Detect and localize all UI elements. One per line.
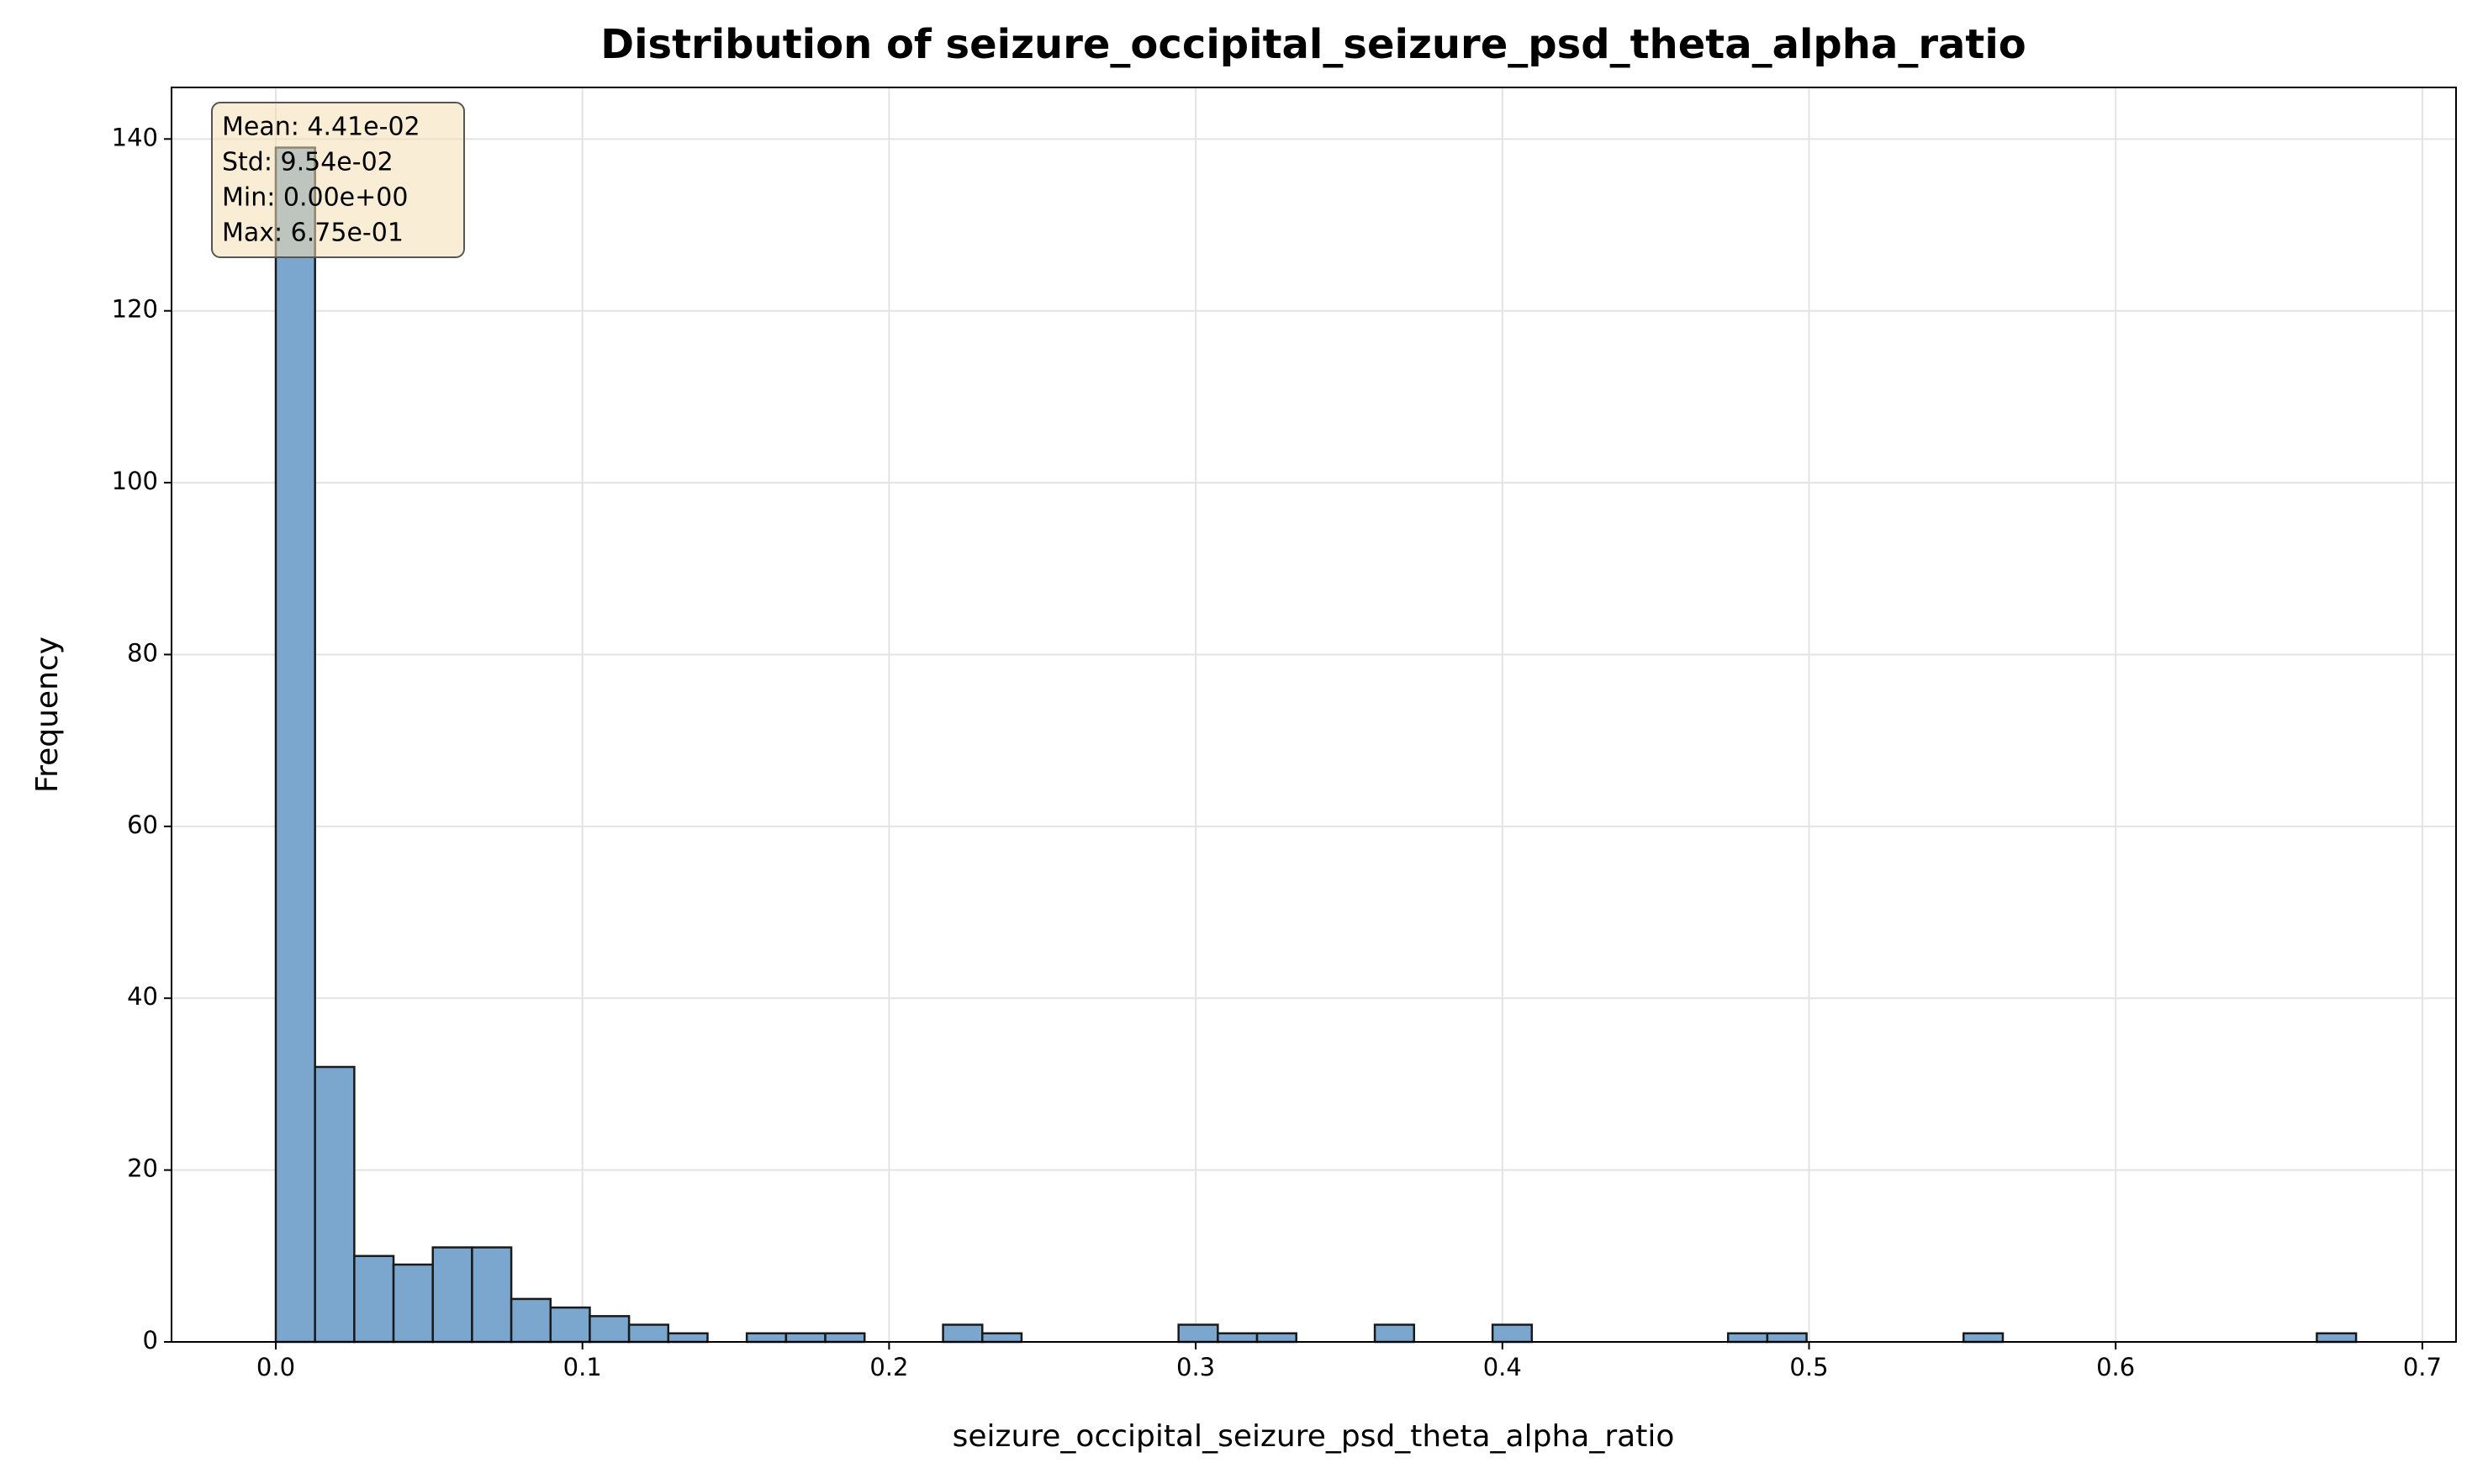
bar — [353, 1254, 395, 1344]
axes-frame — [171, 87, 2457, 1343]
y-tick-label: 60 — [127, 811, 158, 839]
stats-text: Min: 0.00e+00 — [222, 183, 408, 213]
bar — [1766, 1332, 1808, 1344]
bar — [274, 146, 316, 1344]
bar — [2316, 1332, 2358, 1344]
bar — [745, 1332, 788, 1344]
bar — [942, 1323, 984, 1344]
stats-text: Max: 6.75e-01 — [222, 219, 404, 248]
x-tick-label: 0.2 — [869, 1353, 908, 1381]
x-tick-label: 0.7 — [2403, 1353, 2442, 1381]
stats-box: Mean: 4.41e-02 Std: 9.54e-02 Min: 0.00e+00… — [211, 102, 465, 258]
bar — [510, 1297, 552, 1344]
bar — [981, 1332, 1023, 1344]
stats-text: Mean: 4.41e-02 — [222, 113, 420, 142]
y-tick-label: 40 — [127, 982, 158, 1011]
x-tick-label: 0.0 — [256, 1353, 295, 1381]
bar — [1217, 1332, 1259, 1344]
y-tick-label: 0 — [143, 1326, 158, 1355]
y-tick-label: 80 — [127, 638, 158, 667]
stats-box-bg — [211, 102, 465, 258]
y-axis-label: Frequency — [30, 636, 65, 793]
bar — [1255, 1332, 1297, 1344]
bar — [431, 1246, 473, 1344]
bar — [667, 1332, 709, 1344]
bar — [784, 1332, 827, 1344]
bar — [824, 1332, 866, 1344]
bar — [1177, 1323, 1219, 1344]
bar — [1373, 1323, 1416, 1344]
chart-title: Distribution of seizure_occipital_seizur… — [600, 21, 2026, 68]
bar — [392, 1263, 434, 1344]
y-tick-label: 100 — [112, 467, 158, 495]
x-tick-label: 0.4 — [1483, 1353, 1522, 1381]
y-tick-label: 120 — [112, 295, 158, 324]
bar — [549, 1306, 591, 1344]
x-tick-label: 0.6 — [2096, 1353, 2135, 1381]
bar — [589, 1315, 631, 1344]
bar — [1962, 1332, 2005, 1344]
x-tick-label: 0.3 — [1176, 1353, 1215, 1381]
y-tick-label: 140 — [112, 123, 158, 151]
x-tick-label: 0.1 — [563, 1353, 602, 1381]
bar — [1491, 1323, 1534, 1344]
y-tick-label: 20 — [127, 1154, 158, 1183]
bar — [627, 1323, 670, 1344]
bar — [471, 1246, 513, 1344]
bar — [1726, 1332, 1769, 1344]
x-tick-label: 0.5 — [1789, 1353, 1828, 1381]
x-axis-label: seizure_occipital_seizure_psd_theta_alph… — [953, 1419, 1675, 1454]
bar — [314, 1065, 356, 1344]
stats-text: Std: 9.54e-02 — [222, 148, 394, 177]
